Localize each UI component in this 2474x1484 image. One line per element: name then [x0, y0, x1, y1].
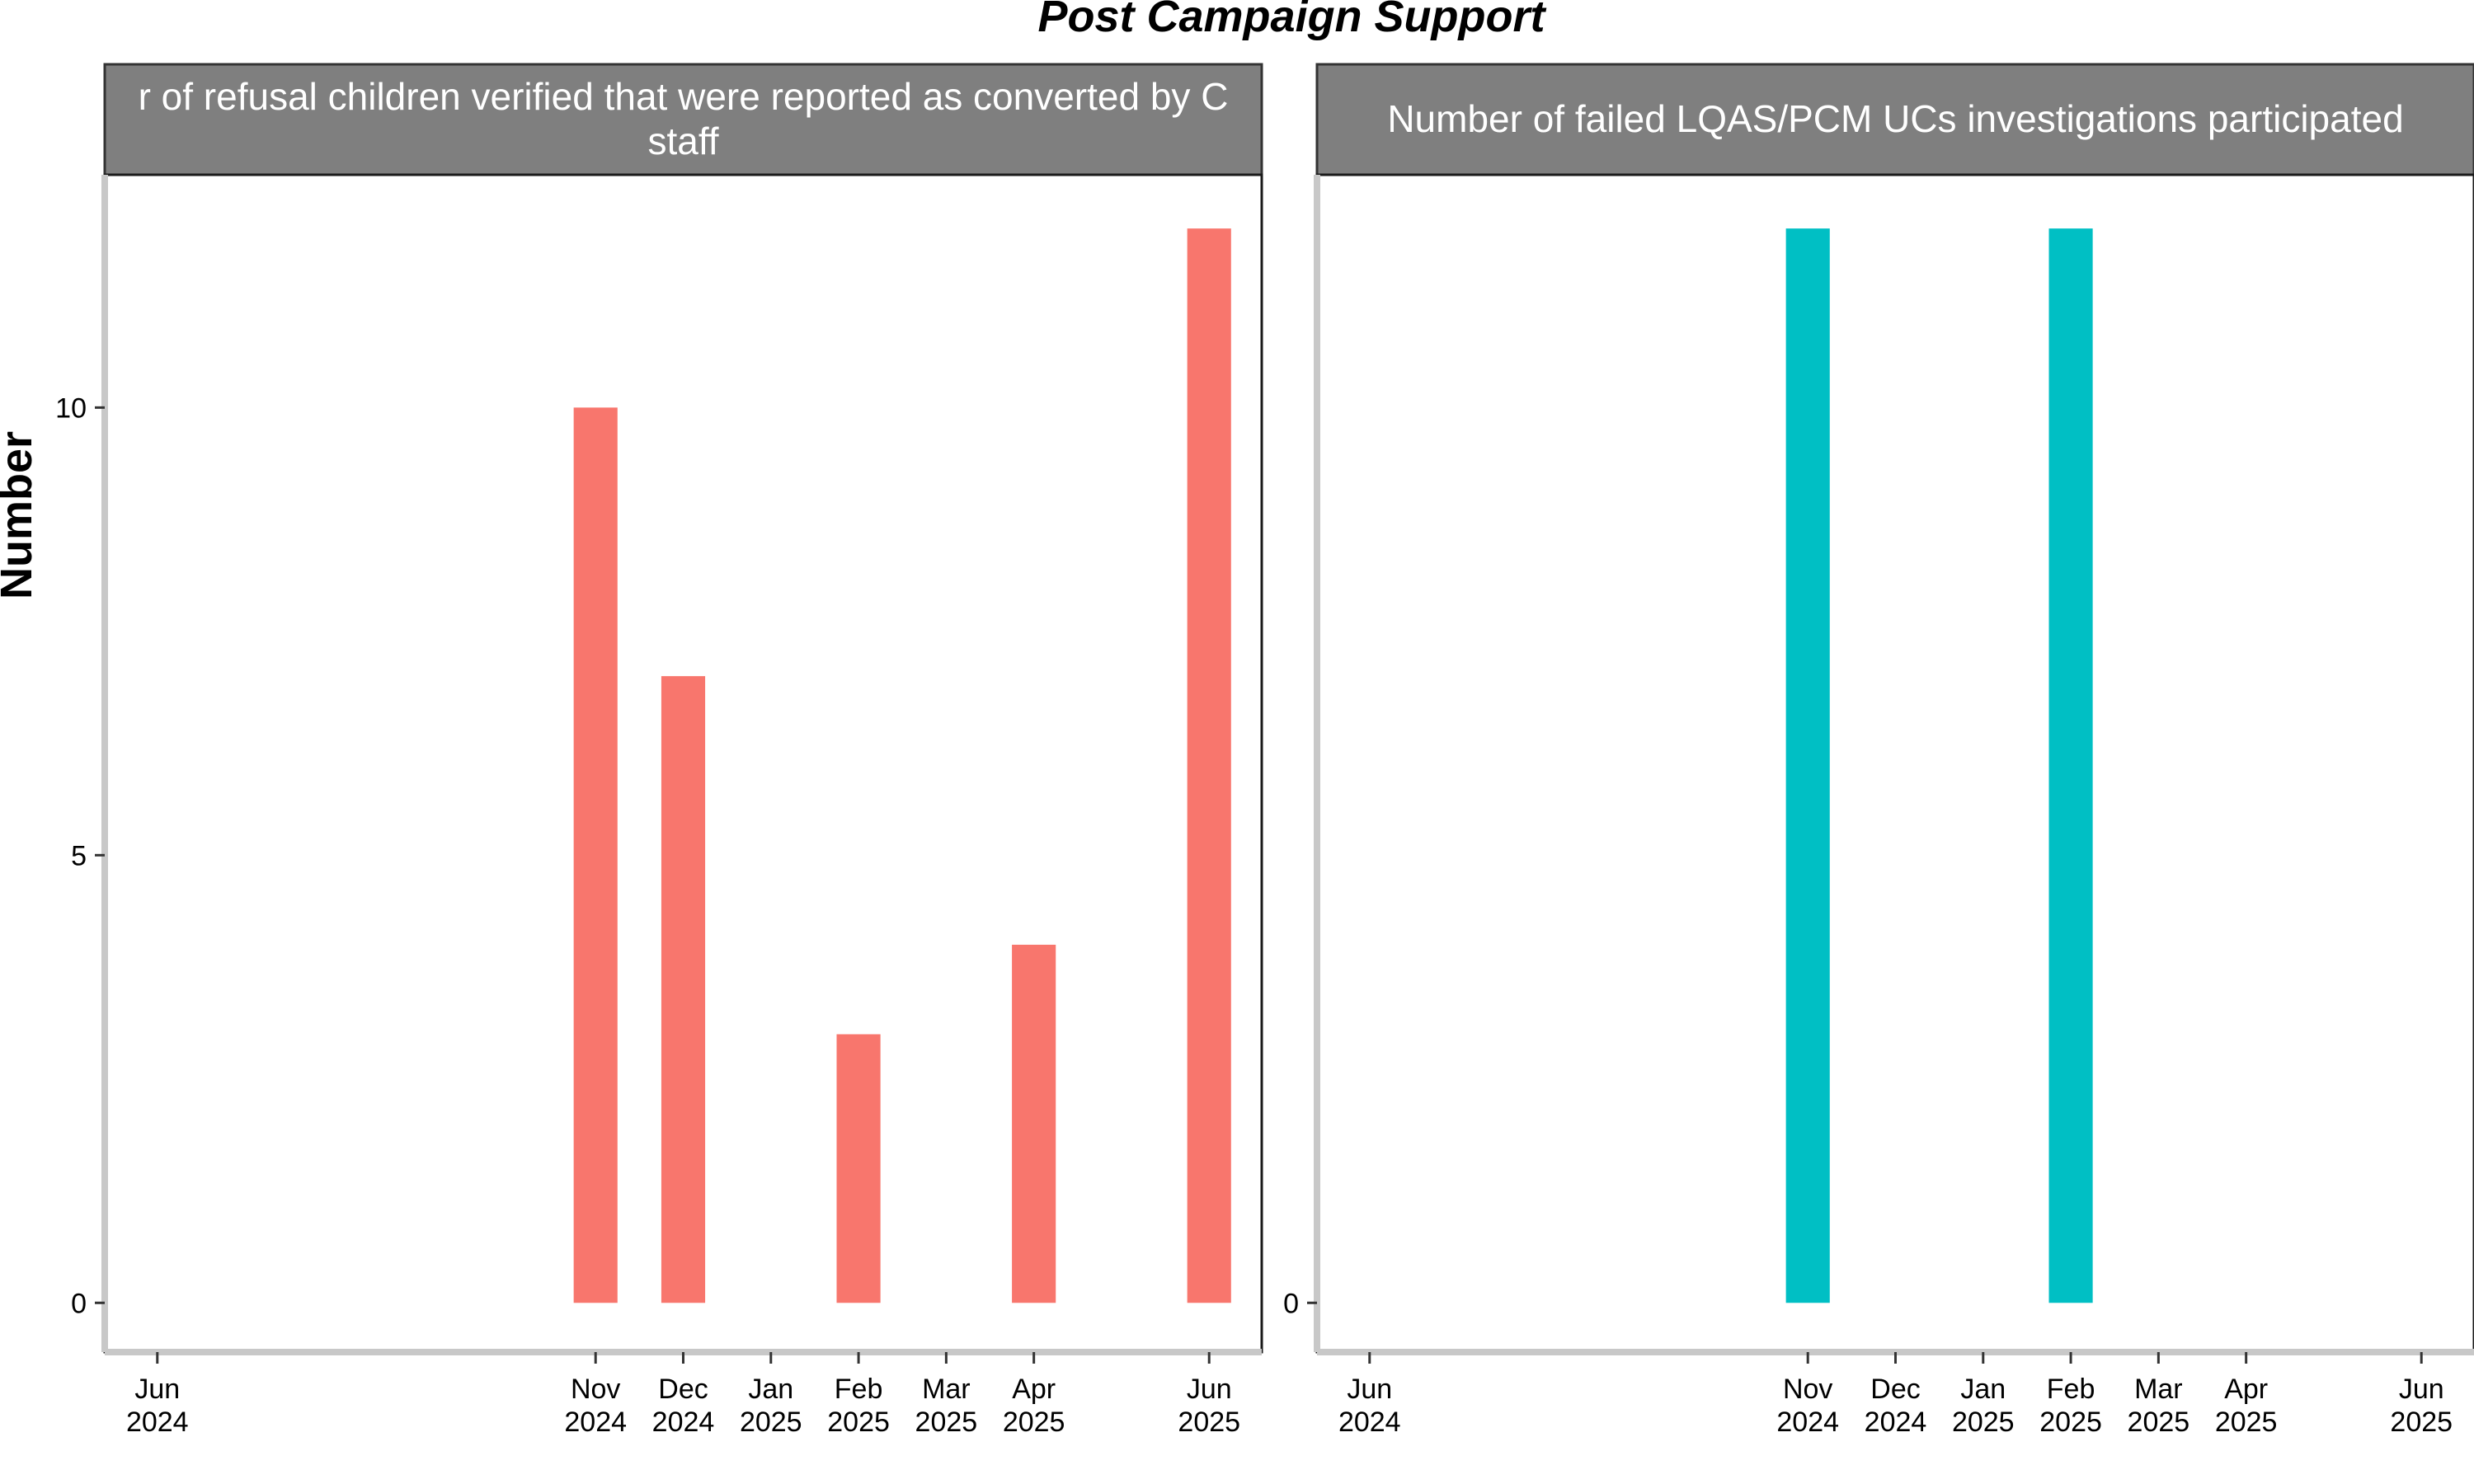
panel-1-y-tick-label-0: 0 — [71, 1288, 87, 1319]
panel-1-bar-2025-06 — [1187, 228, 1231, 1303]
panel-1-bar-2025-04 — [1012, 944, 1056, 1303]
panel-1-x-tick-month-2024-12: Dec — [658, 1374, 708, 1405]
panel-1-x-tick-year-2024-12: 2024 — [652, 1407, 715, 1438]
panel-2-x-tick-month-2024-12: Dec — [1870, 1374, 1920, 1405]
panel-1-x-tick-year-2025-04: 2025 — [1003, 1407, 1065, 1438]
panel-2-x-tick-month-2024-11: Nov — [1783, 1374, 1832, 1405]
panel-2: Number of failed LQAS/PCM UCs investigat… — [1283, 63, 2474, 1438]
panel-2-y-tick-label-0: 0 — [1283, 1288, 1299, 1319]
panel-1-strip-line-2: staff — [647, 120, 718, 162]
y-axis-label: Number — [0, 431, 41, 599]
panel-1-bar-2024-11 — [573, 407, 618, 1303]
panel-1-x-tick-year-2025-03: 2025 — [915, 1407, 978, 1438]
panel-1-x-tick-month-2025-03: Mar — [922, 1374, 971, 1405]
panel-2-x-tick-year-2025-06: 2025 — [2390, 1407, 2453, 1438]
panel-2-x-tick-year-2025-04: 2025 — [2215, 1407, 2278, 1438]
panel-2-x-tick-year-2025-01: 2025 — [1952, 1407, 2015, 1438]
panel-1-x-tick-year-2025-02: 2025 — [827, 1407, 890, 1438]
panel-1-x-tick-month-2025-01: Jan — [748, 1374, 793, 1405]
panel-1-strip — [103, 63, 1263, 176]
panel-1: r of refusal children verified that were… — [55, 63, 1263, 1438]
panels-layer: r of refusal children verified that were… — [55, 63, 2474, 1438]
panel-2-x-tick-month-2024-06: Jun — [1347, 1374, 1392, 1405]
panel-1-x-tick-month-2025-02: Feb — [835, 1374, 883, 1405]
panel-1-x-tick-year-2024-06: 2024 — [126, 1407, 189, 1438]
panel-1-x-tick-year-2025-01: 2025 — [740, 1407, 802, 1438]
panel-1-x-tick-month-2024-11: Nov — [571, 1374, 620, 1405]
panel-1-x-tick-month-2025-04: Apr — [1012, 1374, 1056, 1405]
panel-2-x-tick-year-2024-11: 2024 — [1776, 1407, 1839, 1438]
panel-2-x-tick-month-2025-01: Jan — [1960, 1374, 2006, 1405]
panel-2-x-tick-year-2024-06: 2024 — [1338, 1407, 1401, 1438]
panel-1-bar-2024-12 — [661, 676, 706, 1303]
panel-2-x-tick-month-2025-06: Jun — [2399, 1374, 2444, 1405]
panel-2-x-tick-year-2025-03: 2025 — [2128, 1407, 2190, 1438]
panel-1-x-tick-year-2025-06: 2025 — [1178, 1407, 1240, 1438]
panel-2-x-tick-month-2025-04: Apr — [2224, 1374, 2268, 1405]
panel-1-x-tick-year-2024-11: 2024 — [564, 1407, 627, 1438]
panel-2-bar-2024-11 — [1785, 228, 1830, 1303]
panel-2-bar-2025-02 — [2048, 228, 2093, 1303]
panel-2-x-tick-year-2024-12: 2024 — [1865, 1407, 1927, 1438]
panel-1-x-tick-month-2025-06: Jun — [1187, 1374, 1232, 1405]
panel-2-border — [1315, 173, 2474, 1354]
panel-1-y-tick-label-5: 5 — [71, 840, 87, 871]
chart-title: Post Campaign Support — [1037, 0, 1546, 41]
panel-1-y-tick-label-10: 10 — [55, 392, 87, 424]
panel-2-strip — [1315, 63, 2474, 176]
panel-2-x-tick-year-2025-02: 2025 — [2039, 1407, 2102, 1438]
panel-2-x-tick-month-2025-02: Feb — [2047, 1374, 2095, 1405]
panel-1-strip-line-1: r of refusal children verified that were… — [139, 75, 1229, 118]
panel-2-strip-line-1: Number of failed LQAS/PCM UCs investigat… — [1387, 97, 2403, 140]
panel-1-bar-2025-02 — [836, 1034, 881, 1303]
panel-1-x-tick-month-2024-06: Jun — [134, 1374, 180, 1405]
panel-2-x-tick-month-2025-03: Mar — [2134, 1374, 2183, 1405]
